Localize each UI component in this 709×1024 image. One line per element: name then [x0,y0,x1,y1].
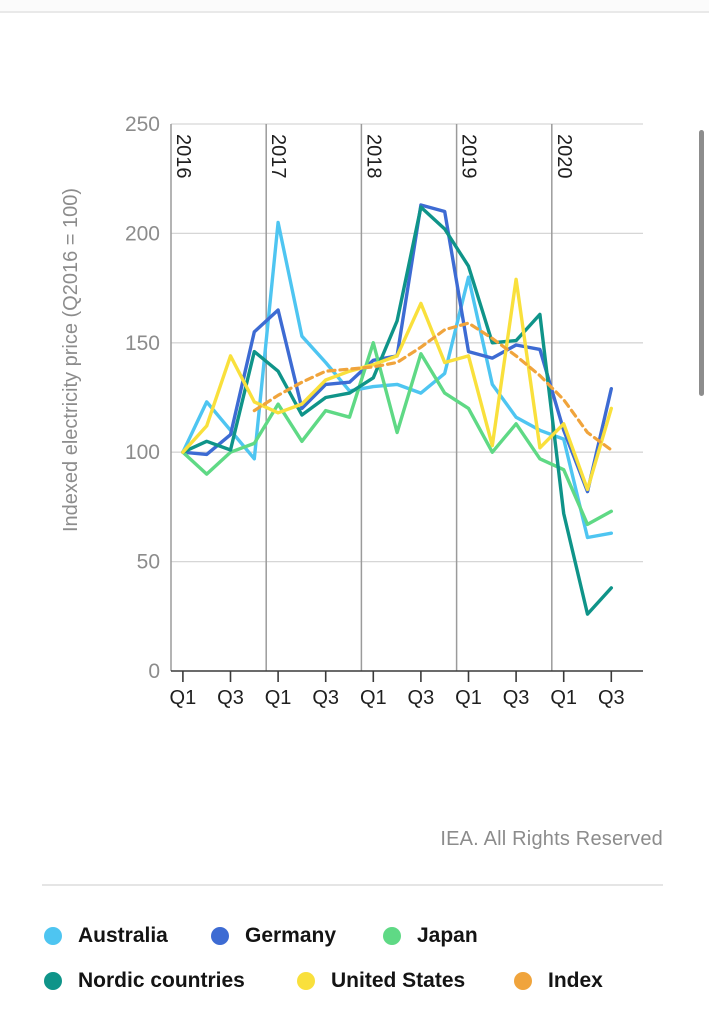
series-line-japan [181,341,613,527]
y-axis-title: Indexed electricity price (Q2016 = 100) [60,188,82,532]
legend-item-germany[interactable]: Germany [211,924,336,948]
legend-label: Japan [417,924,478,947]
year-label: 2017 [267,134,289,179]
year-label: 2019 [458,134,480,179]
series-line-index [252,321,613,452]
x-tick-label: Q1 [265,687,292,709]
y-tick-label: 100 [125,441,160,464]
legend-item-united-states[interactable]: United States [297,969,465,993]
x-tick-label: Q3 [503,687,530,709]
series-line-nordic-countries [181,205,613,616]
legend-item-index[interactable]: Index [514,969,603,993]
legend-label: Germany [245,924,337,947]
legend-label: Nordic countries [78,969,245,992]
y-tick-label: 250 [125,113,160,136]
legend-item-japan[interactable]: Japan [383,924,478,948]
x-tick-label: Q3 [217,687,244,709]
legend-dot-nordic-countries [44,972,62,990]
legend-dot-united-states [297,972,315,990]
y-tick-label: 0 [148,660,160,683]
legend-dot-japan [383,927,401,945]
x-tick-label: Q3 [598,687,625,709]
y-tick-label: 200 [125,222,160,245]
top-border-line [0,11,709,13]
legend-dot-germany [211,927,229,945]
legend-item-nordic-countries[interactable]: Nordic countries [44,969,245,993]
x-tick-label: Q1 [360,687,387,709]
year-label: 2016 [172,134,194,179]
copyright-text: IEA. All Rights Reserved [440,828,663,850]
legend-label: United States [331,969,466,992]
footer-divider [42,884,663,886]
legend-label: Australia [78,924,168,947]
x-tick-label: Q1 [455,687,482,709]
year-label: 2020 [553,134,575,179]
y-tick-label: 150 [125,332,160,355]
x-tick-label: Q1 [550,687,577,709]
series-line-australia [181,220,613,540]
legend-dot-index [514,972,532,990]
y-tick-label: 50 [137,551,160,574]
top-strip [0,0,709,11]
legend-dot-australia [44,927,62,945]
x-tick-label: Q3 [312,687,339,709]
scrollbar-thumb[interactable] [699,130,704,396]
series-line-united-states [181,277,613,492]
year-label: 2018 [362,134,384,179]
x-tick-label: Q3 [408,687,435,709]
x-tick-label: Q1 [170,687,197,709]
electricity-price-line-chart: 0 50 100 150 200 250 2016 2017 2018 2019 2020 Q1 Q3 Q… [60,113,643,709]
legend-label: Index [548,969,603,992]
legend-item-australia[interactable]: Australia [44,924,168,948]
